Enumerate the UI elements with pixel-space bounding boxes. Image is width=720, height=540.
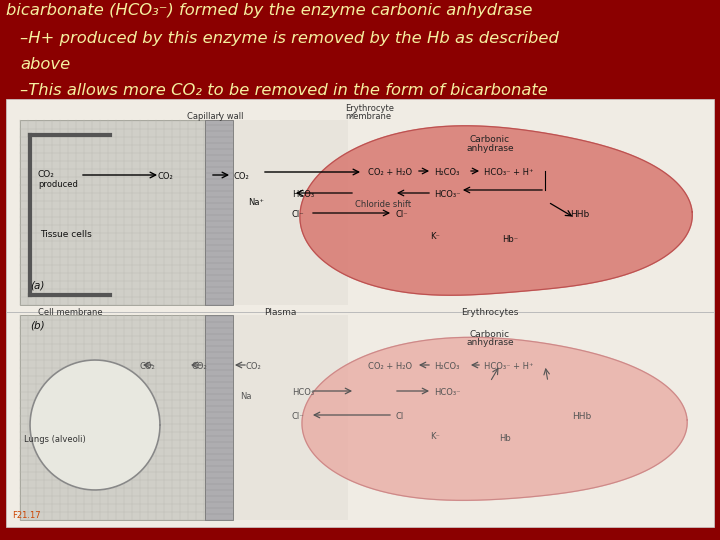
Text: Cell membrane: Cell membrane xyxy=(37,308,102,317)
Text: CO₂: CO₂ xyxy=(246,362,262,371)
Text: (b): (b) xyxy=(30,320,45,330)
Text: HCO₃: HCO₃ xyxy=(292,388,314,397)
Text: (a): (a) xyxy=(30,280,45,290)
Text: K⁻: K⁻ xyxy=(430,432,440,441)
Text: Na⁺: Na⁺ xyxy=(248,198,264,207)
Text: Chloride shift: Chloride shift xyxy=(355,200,411,209)
Text: Erythrocyte: Erythrocyte xyxy=(345,104,394,113)
Text: HHb: HHb xyxy=(570,210,589,219)
Text: HCO₃⁻: HCO₃⁻ xyxy=(434,388,461,397)
Text: membrane: membrane xyxy=(345,112,391,121)
Text: CO₂: CO₂ xyxy=(233,172,248,181)
Bar xyxy=(233,120,348,305)
Text: –This allows more CO₂ to be removed in the form of bicarbonate: –This allows more CO₂ to be removed in t… xyxy=(20,83,548,98)
Text: anhydrase: anhydrase xyxy=(466,338,514,347)
Polygon shape xyxy=(300,126,693,295)
Text: CO₂: CO₂ xyxy=(140,362,156,371)
Text: Na: Na xyxy=(240,392,251,401)
Text: –H+ produced by this enzyme is removed by the Hb as described: –H+ produced by this enzyme is removed b… xyxy=(20,31,559,46)
Text: Carbonic: Carbonic xyxy=(470,330,510,339)
Text: CO₂: CO₂ xyxy=(158,172,174,181)
Text: Cl⁻: Cl⁻ xyxy=(292,210,305,219)
Text: HCO₃⁻ + H⁺: HCO₃⁻ + H⁺ xyxy=(484,168,534,177)
Text: Carbonic: Carbonic xyxy=(470,135,510,144)
Text: Hb⁻: Hb⁻ xyxy=(502,235,518,244)
Text: H₂CO₃: H₂CO₃ xyxy=(434,168,459,177)
Text: HCO₃⁻ + H⁺: HCO₃⁻ + H⁺ xyxy=(484,362,534,371)
Text: Hb: Hb xyxy=(499,434,511,443)
Text: F21.17: F21.17 xyxy=(12,511,40,520)
Text: Plasma: Plasma xyxy=(264,308,296,317)
Text: H₂CO₃: H₂CO₃ xyxy=(434,362,459,371)
Text: K⁻: K⁻ xyxy=(430,232,440,241)
Text: HHb: HHb xyxy=(572,412,591,421)
Text: CO₂: CO₂ xyxy=(38,170,55,179)
Text: Cl: Cl xyxy=(395,412,403,421)
Text: anhydrase: anhydrase xyxy=(466,144,514,153)
Bar xyxy=(6,99,714,527)
Text: produced: produced xyxy=(38,180,78,189)
Text: bicarbonate (HCO₃⁻) formed by the enzyme carbonic anhydrase: bicarbonate (HCO₃⁻) formed by the enzyme… xyxy=(6,3,533,18)
Text: HCO₃⁻: HCO₃⁻ xyxy=(434,190,461,199)
Text: HCO₃: HCO₃ xyxy=(292,190,314,199)
Bar xyxy=(20,315,205,520)
Bar xyxy=(205,120,233,305)
Text: Cl⁻: Cl⁻ xyxy=(292,412,305,421)
Text: Lungs (alveoli): Lungs (alveoli) xyxy=(24,435,86,444)
Text: Capillary wall: Capillary wall xyxy=(186,112,243,121)
Text: Tissue cells: Tissue cells xyxy=(40,230,91,239)
Text: CO₂ + H₂O: CO₂ + H₂O xyxy=(368,168,412,177)
Polygon shape xyxy=(30,360,160,490)
Text: above: above xyxy=(20,57,71,72)
Text: Erythrocytes: Erythrocytes xyxy=(462,308,518,317)
Text: Cl⁻: Cl⁻ xyxy=(395,210,408,219)
Bar xyxy=(205,315,233,520)
Text: CO₂: CO₂ xyxy=(192,362,208,371)
Bar xyxy=(233,315,348,520)
Polygon shape xyxy=(302,338,687,501)
Bar xyxy=(20,120,205,305)
Text: CO₂ + H₂O: CO₂ + H₂O xyxy=(368,362,412,371)
